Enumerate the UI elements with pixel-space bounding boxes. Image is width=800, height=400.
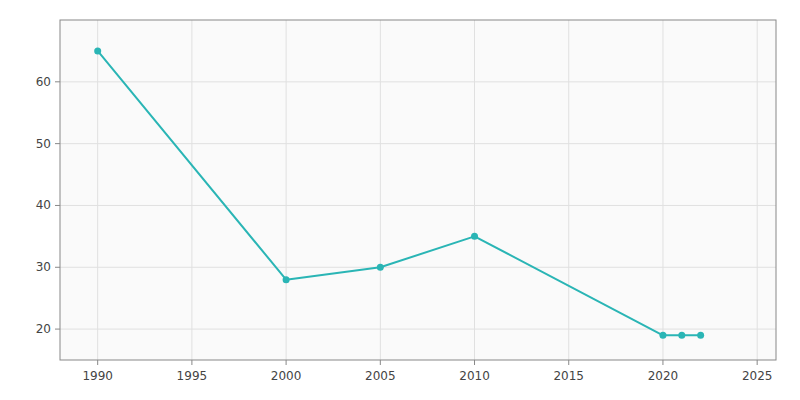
y-grid-line	[60, 81, 776, 82]
x-tick-label: 1995	[177, 369, 208, 383]
x-tick-label: 2020	[648, 369, 679, 383]
y-tick	[55, 143, 60, 144]
x-tick	[191, 360, 192, 365]
point	[678, 332, 685, 339]
x-grid-line	[380, 20, 381, 360]
grid	[55, 20, 776, 365]
y-grid-line	[60, 267, 776, 268]
x-tick-label: 2015	[553, 369, 584, 383]
y-grid-line	[60, 143, 776, 144]
x-tick	[286, 360, 287, 365]
chart-container: 1990199520002005201020152020202520304050…	[0, 0, 800, 400]
y-grid-line	[60, 205, 776, 206]
x-tick	[474, 360, 475, 365]
y-tick-label: 60	[36, 75, 51, 89]
y-tick	[55, 81, 60, 82]
point	[697, 332, 704, 339]
x-grid-line	[568, 20, 569, 360]
x-tick	[662, 360, 663, 365]
x-grid-line	[286, 20, 287, 360]
x-tick	[568, 360, 569, 365]
point	[471, 233, 478, 240]
series	[94, 47, 704, 338]
chart-svg: 1990199520002005201020152020202520304050…	[0, 0, 800, 400]
x-tick-label: 2005	[365, 369, 396, 383]
x-tick	[380, 360, 381, 365]
tick-labels: 1990199520002005201020152020202520304050…	[36, 75, 773, 383]
point	[94, 47, 101, 54]
y-tick	[55, 205, 60, 206]
line	[98, 51, 701, 335]
y-tick	[55, 267, 60, 268]
y-tick-label: 40	[36, 198, 51, 212]
x-tick	[757, 360, 758, 365]
x-tick-label: 2000	[271, 369, 302, 383]
x-grid-line	[97, 20, 98, 360]
x-grid-line	[191, 20, 192, 360]
point	[659, 332, 666, 339]
point	[377, 264, 384, 271]
plot-area	[60, 20, 776, 360]
y-tick-label: 50	[36, 137, 51, 151]
x-tick	[97, 360, 98, 365]
y-tick	[55, 329, 60, 330]
x-grid-line	[757, 20, 758, 360]
x-grid-line	[662, 20, 663, 360]
y-tick-label: 20	[36, 322, 51, 336]
x-tick-label: 1990	[82, 369, 113, 383]
plot-frame	[60, 20, 776, 360]
y-grid-line	[60, 329, 776, 330]
x-grid-line	[474, 20, 475, 360]
x-tick-label: 2010	[459, 369, 490, 383]
y-tick-label: 30	[36, 260, 51, 274]
point	[283, 276, 290, 283]
x-tick-label: 2025	[742, 369, 773, 383]
